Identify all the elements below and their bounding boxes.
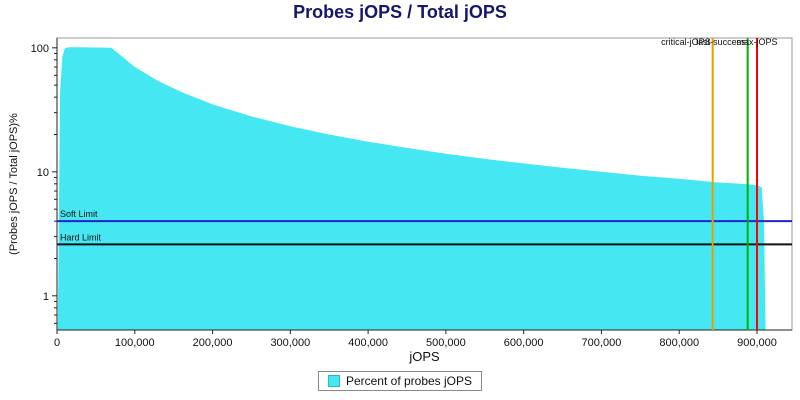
x-tick-label: 400,000 — [348, 337, 388, 349]
legend: Percent of probes jOPS — [317, 371, 483, 391]
series-area — [57, 47, 766, 331]
x-tick-label: 800,000 — [659, 337, 699, 349]
marker-line-label: last-success — [696, 37, 746, 47]
x-tick-label: 700,000 — [582, 337, 622, 349]
x-axis-label: jOPS — [409, 349, 440, 364]
x-tick-label: 300,000 — [270, 337, 310, 349]
chart-title: Probes jOPS / Total jOPS — [293, 2, 507, 22]
limit-line-label: Soft Limit — [60, 209, 98, 219]
marker-line-label: max-jOPS — [736, 37, 777, 47]
legend-swatch-icon — [327, 375, 340, 387]
y-tick-label: 100 — [31, 43, 49, 55]
legend-label: Percent of probes jOPS — [345, 374, 473, 388]
x-tick-label: 900,000 — [737, 337, 777, 349]
y-tick-label: 10 — [37, 167, 49, 179]
y-tick-label: 1 — [43, 291, 49, 303]
x-tick-label: 600,000 — [504, 337, 544, 349]
x-tick-label: 200,000 — [193, 337, 233, 349]
marker-line-label: critical-jOPS — [661, 37, 711, 47]
x-tick-label: 500,000 — [426, 337, 466, 349]
limit-line-label: Hard Limit — [60, 232, 102, 242]
x-tick-label: 0 — [54, 337, 60, 349]
x-tick-label: 100,000 — [115, 337, 155, 349]
